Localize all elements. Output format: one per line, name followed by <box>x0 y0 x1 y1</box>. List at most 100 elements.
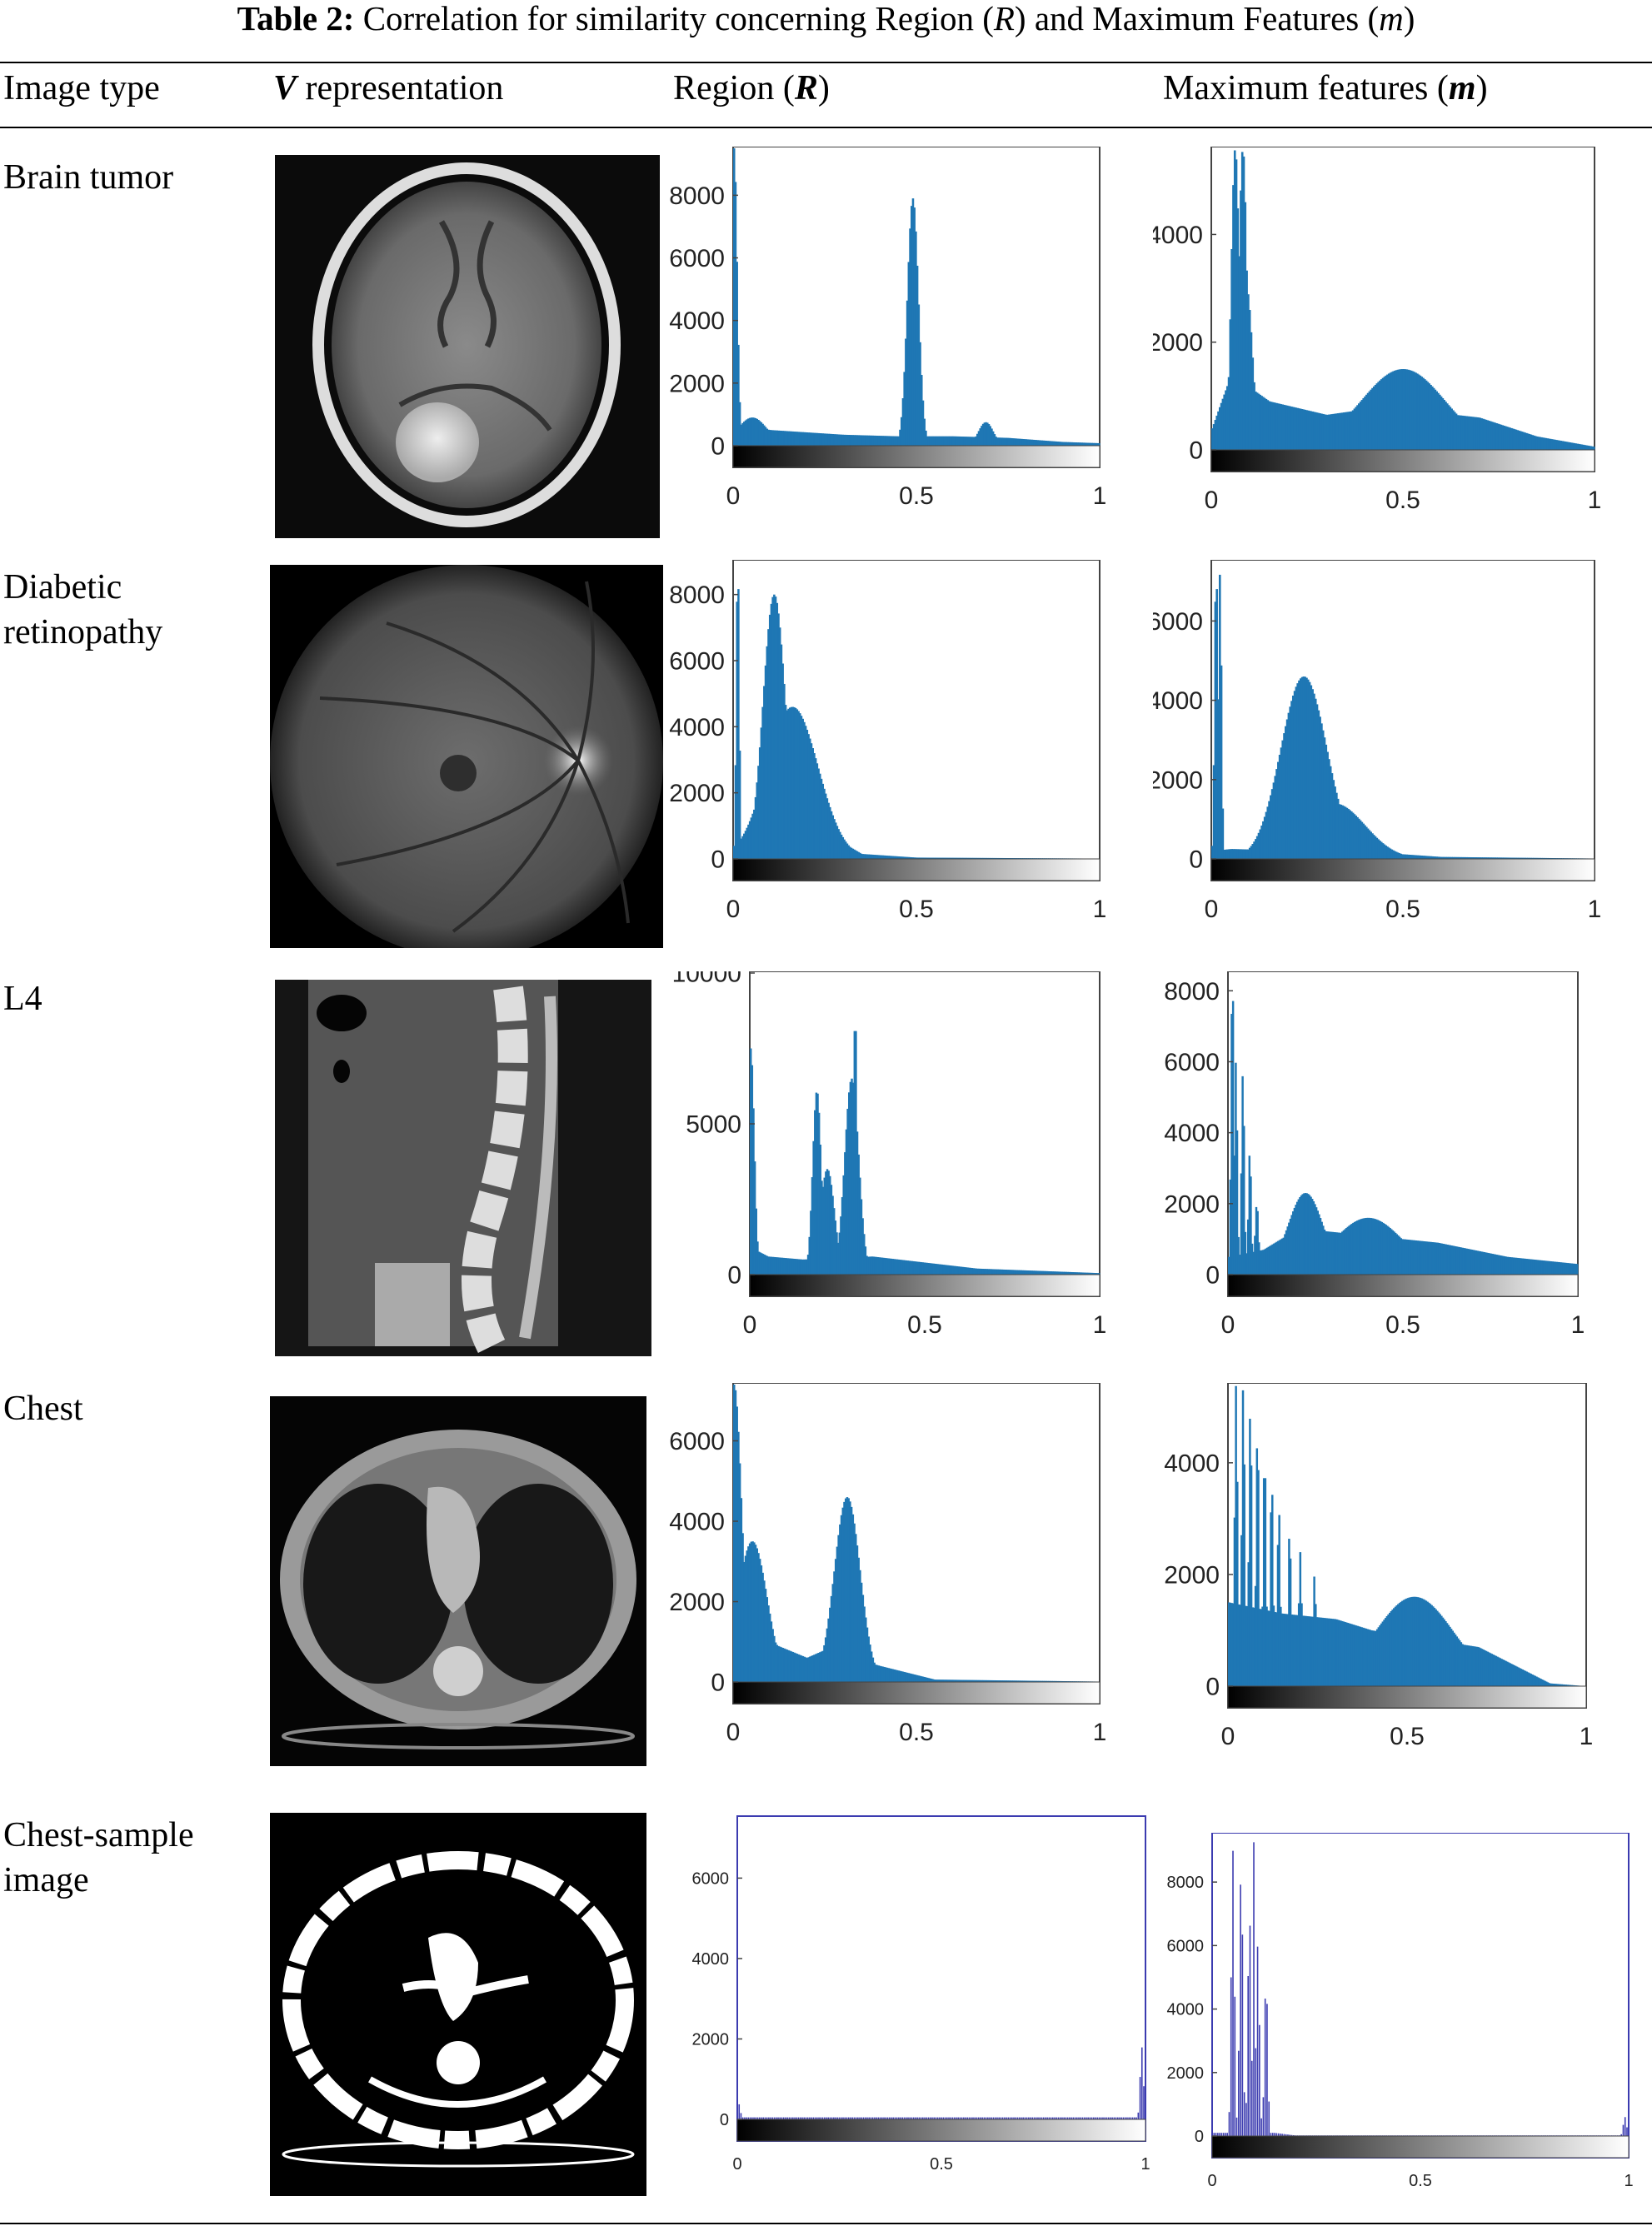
hist-bar <box>1387 1614 1390 1686</box>
chart-sample-max-features: 0 2000 4000 6000 8000 0 0.5 1 <box>1166 1833 1652 2208</box>
hist-bar <box>913 857 916 859</box>
hist-bar <box>1252 1251 1255 1275</box>
hist-bar <box>971 437 973 446</box>
hist-bar <box>778 1646 781 1682</box>
hist-bar <box>929 436 931 446</box>
hist-bar <box>1486 420 1490 450</box>
hist-bar <box>1507 857 1510 859</box>
chest-binary-image <box>270 1813 646 2196</box>
hist-bar <box>1225 390 1227 450</box>
hist-bar <box>1094 1273 1096 1275</box>
hist-bar <box>1370 1630 1373 1686</box>
hist-bar <box>776 1257 778 1275</box>
hist-bar <box>873 435 876 446</box>
hist-bar <box>1266 806 1270 859</box>
hist-bar <box>1505 857 1507 859</box>
hist-bar <box>1268 401 1270 450</box>
hist-bar <box>1096 442 1099 446</box>
hist-bar <box>750 1048 752 1275</box>
hist-bar <box>1308 681 1311 859</box>
hist-bar <box>1507 427 1510 450</box>
hist-bar <box>1487 1253 1490 1275</box>
hist-bar <box>1028 1270 1031 1275</box>
hist-bar <box>1047 1680 1051 1682</box>
hist-bar <box>814 1110 816 1275</box>
hist-bar <box>965 857 967 859</box>
chest-ct-image <box>270 1396 646 1766</box>
hist-bar <box>1356 816 1359 859</box>
hist-bar <box>979 1679 981 1682</box>
hist-bar <box>1041 440 1043 446</box>
hist-bar <box>1237 1236 1240 1275</box>
hist-bar <box>855 1031 857 1275</box>
hist-bar <box>1341 1231 1344 1275</box>
hist-bar <box>979 857 981 859</box>
hist-bar <box>881 1666 885 1682</box>
hist-bar <box>1347 809 1350 859</box>
hist-bar <box>999 1680 1002 1682</box>
hist-bar <box>831 434 835 446</box>
hist-bar <box>861 1218 864 1275</box>
hist-bar <box>1362 823 1365 859</box>
y-tick-label: 6000 <box>669 1428 725 1455</box>
hist-bar <box>985 1679 987 1682</box>
y-tick-label: 2000 <box>1164 1190 1220 1218</box>
x-tick-label: 0.5 <box>930 2155 953 2174</box>
header-v-text: representation <box>297 69 504 107</box>
hist-bar <box>1495 1655 1498 1686</box>
hist-bar <box>1280 1239 1282 1275</box>
hist-bar <box>776 430 779 446</box>
hist-bar <box>1214 420 1217 450</box>
hist-bar <box>1503 425 1505 450</box>
hist-bar <box>893 1259 896 1275</box>
hist-bar <box>883 855 886 859</box>
hist-bar <box>1391 1610 1394 1686</box>
hist-bar <box>919 342 921 446</box>
hist-bar <box>1289 1218 1292 1275</box>
hist-bar <box>1555 440 1558 450</box>
hist-bar <box>1406 1598 1410 1686</box>
hist-bar <box>743 422 746 446</box>
hist-bar <box>857 851 860 859</box>
hist-bar <box>1007 1270 1011 1275</box>
hist-bar <box>935 1679 937 1682</box>
hist-bar <box>823 433 826 446</box>
hist-bar <box>1346 1623 1350 1686</box>
hist-bar <box>981 423 985 446</box>
hist-bar <box>900 1671 903 1682</box>
hist-bar <box>1569 442 1571 450</box>
hist-bar <box>1277 761 1280 859</box>
hist-bar <box>827 802 830 859</box>
hist-bar <box>1480 1648 1482 1686</box>
hist-bar <box>916 857 919 859</box>
x-tick-label: 0.5 <box>899 482 934 510</box>
hist-bar <box>1468 1645 1471 1686</box>
hist-bar <box>1247 849 1250 859</box>
hist-bar <box>969 1679 971 1682</box>
hist-bar <box>1289 706 1291 859</box>
hist-bar <box>1460 1247 1463 1275</box>
hist-bar <box>916 1261 919 1275</box>
hist-bar <box>1240 849 1244 859</box>
hist-bar <box>1540 1260 1543 1275</box>
hist-bar <box>1522 857 1525 859</box>
hist-bar <box>1575 443 1578 450</box>
hist-bar <box>834 822 837 859</box>
hist-bar <box>1517 1667 1520 1686</box>
hist-bar <box>1435 856 1439 859</box>
hist-bar <box>1264 1478 1267 1686</box>
hist-bar <box>1037 1270 1041 1275</box>
hist-bar <box>1336 1620 1340 1686</box>
hist-bar <box>907 262 911 446</box>
hist-bar <box>1402 1600 1405 1686</box>
hist-bar <box>847 845 850 859</box>
hist-bar <box>771 1256 774 1275</box>
hist-bar <box>1516 857 1519 859</box>
hist-bar <box>1477 417 1480 450</box>
hist-bar <box>1246 1219 1250 1275</box>
hist-bar <box>1086 1272 1088 1275</box>
hist-bar <box>1338 1620 1341 1686</box>
hist-bar <box>1248 847 1251 859</box>
hist-bar <box>1026 1270 1028 1275</box>
hist-bar <box>1590 446 1593 450</box>
